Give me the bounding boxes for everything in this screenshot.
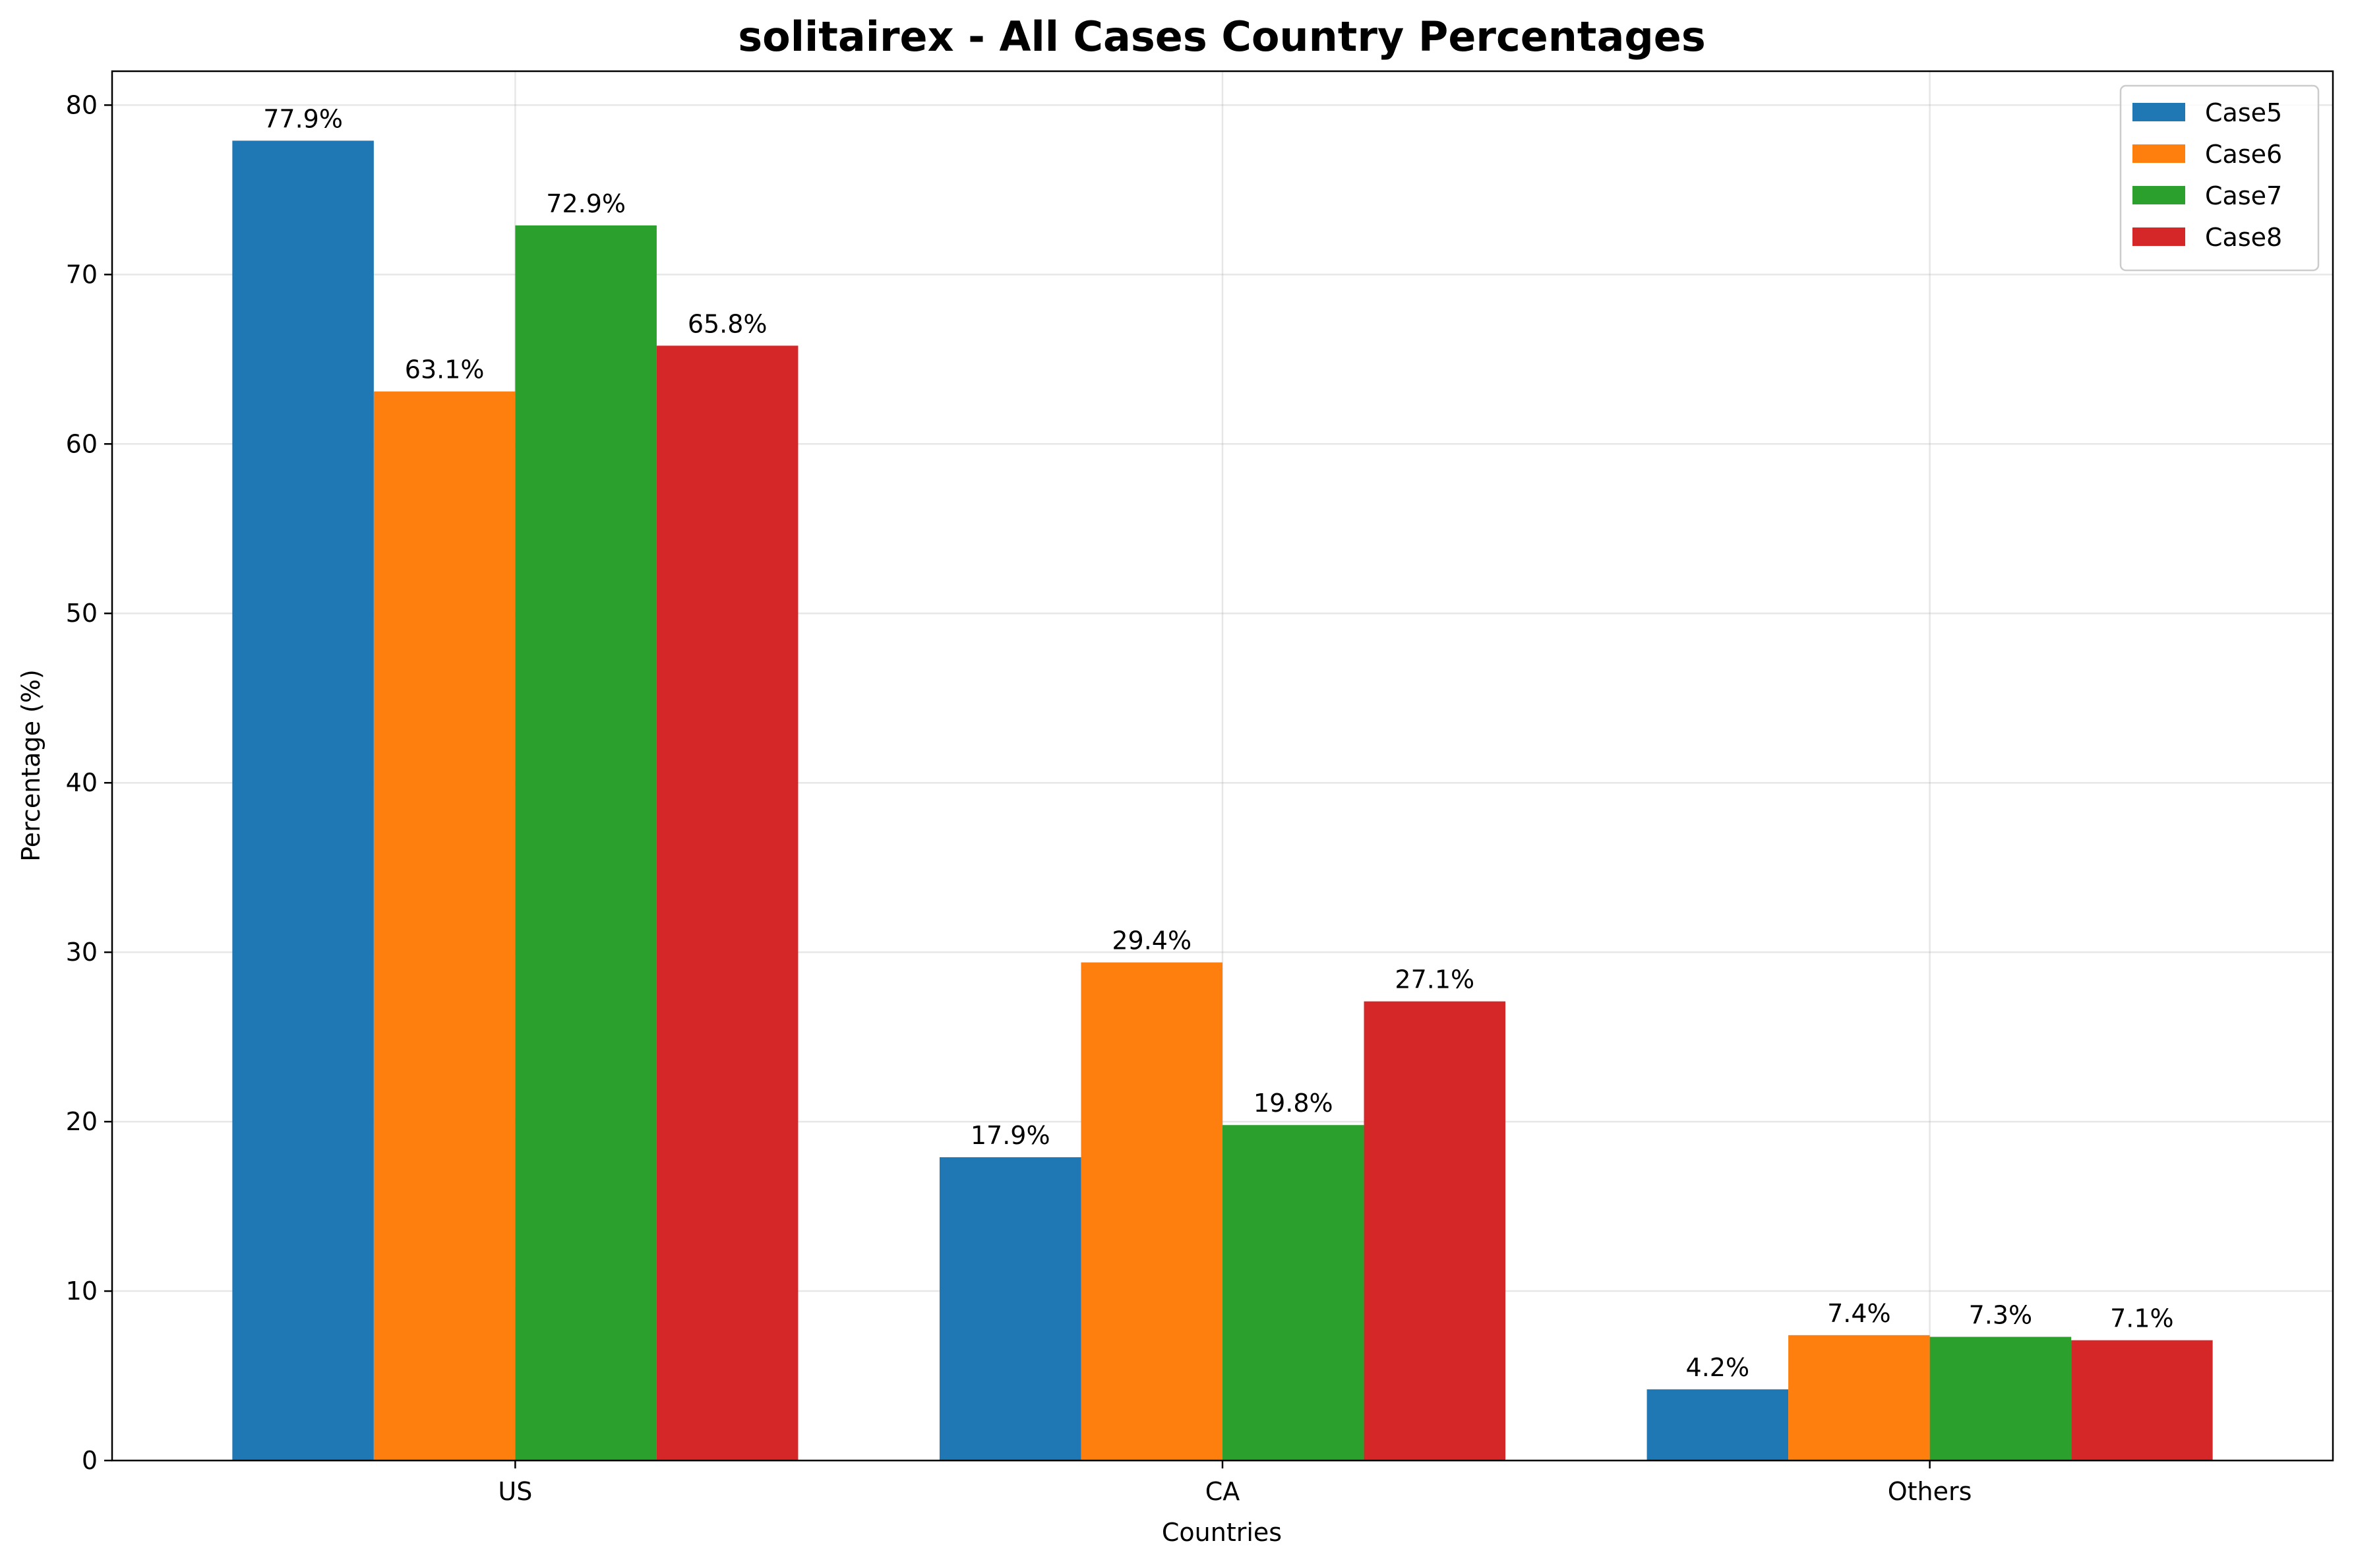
bar-case5-ca [939,1157,1081,1461]
bar-case7-us [515,225,657,1461]
y-tick-label: 70 [66,260,98,289]
y-axis-label: Percentage (%) [16,669,45,862]
y-tick-label: 30 [66,938,98,967]
chart-title: solitairex - All Cases Country Percentag… [738,13,1706,61]
y-tick-label: 40 [66,768,98,797]
bar-case8-us [656,346,799,1461]
bar-value-label: 19.8% [1253,1089,1333,1118]
data-labels-layer: 77.9% 17.9% 4.2% 63.1% 29.4% 7.4% 72.9% 19.8% 7.… [263,104,2173,1382]
legend-swatch-case5 [2132,103,2185,121]
y-tick-label: 60 [66,429,98,458]
legend-label-case5: Case5 [2205,98,2282,127]
bar-case5-others [1646,1389,1789,1461]
ticks-layer: 0 10 20 30 40 50 60 70 80 US CA Others [66,90,1972,1506]
y-tick-label: 0 [82,1446,98,1475]
legend: Case5 Case6 Case7 Case8 [2119,84,2320,272]
y-tick-label: 80 [66,90,98,119]
bar-value-label: 4.2% [1686,1353,1750,1382]
bar-value-label: 7.1% [2110,1304,2174,1333]
bar-value-label: 77.9% [263,104,343,133]
bar-value-label: 27.1% [1395,965,1474,994]
bar-value-label: 65.8% [688,309,768,338]
x-tick-label: CA [1205,1477,1240,1506]
y-tick-label: 10 [66,1277,98,1306]
bar-value-label: 17.9% [971,1121,1050,1150]
y-tick-label: 50 [66,599,98,628]
bar-value-label: 7.4% [1827,1299,1891,1328]
bar-case7-ca [1222,1125,1364,1461]
bars-layer [232,140,2213,1461]
legend-label-case7: Case7 [2205,181,2282,210]
bar-value-label: 29.4% [1112,926,1192,955]
legend-label-case6: Case6 [2205,140,2282,169]
legend-label-case8: Case8 [2205,223,2282,252]
x-axis-label: Countries [1162,1518,1282,1547]
bar-case7-others [1929,1337,2072,1461]
bar-value-label: 72.9% [546,189,626,218]
bar-value-label: 7.3% [1969,1300,2033,1329]
legend-swatch-case7 [2132,186,2185,204]
legend-swatch-case8 [2132,227,2185,246]
bar-case8-others [2071,1340,2213,1461]
bar-case6-us [373,391,516,1461]
x-tick-label: Others [1888,1477,1972,1506]
x-tick-label: US [498,1477,532,1506]
legend-swatch-case6 [2132,144,2185,163]
bar-case5-us [232,140,374,1461]
y-tick-label: 20 [66,1107,98,1136]
bar-case6-ca [1081,962,1222,1461]
bar-value-label: 63.1% [405,355,485,384]
bar-case8-ca [1364,1001,1506,1461]
bar-case6-others [1788,1335,1930,1461]
legend-frame [2119,84,2320,272]
